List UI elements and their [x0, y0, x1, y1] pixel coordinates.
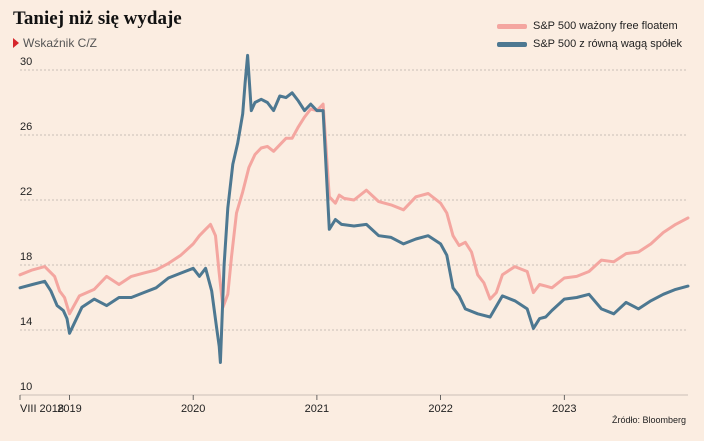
legend-label-cap-weighted: S&P 500 ważony free floatem — [533, 20, 678, 32]
legend-label-equal-weighted: S&P 500 z równą wagą spółek — [533, 38, 682, 50]
y-tick-label-30: 30 — [20, 56, 32, 68]
x-tick-label: 2022 — [428, 403, 452, 415]
series-line-equal-weighted — [18, 53, 690, 364]
chart-subtitle: Wskaźnik C/Z — [13, 36, 97, 50]
x-tick-label: 2020 — [181, 403, 205, 415]
source-note: Źródło: Bloomberg — [611, 415, 686, 425]
legend-swatch-equal-weighted — [497, 41, 527, 47]
legend: S&P 500 ważony free floatem S&P 500 z ró… — [497, 20, 682, 56]
y-tick-label-18: 18 — [20, 251, 32, 263]
chart-title: Taniej niż się wydaje — [13, 8, 182, 29]
legend-swatch-cap-weighted — [497, 23, 527, 29]
x-tick-label: 2023 — [552, 403, 576, 415]
y-tick-label-26: 26 — [20, 121, 32, 133]
x-tick-label: VIII 2018 — [20, 403, 64, 415]
y-tick-label-22: 22 — [20, 186, 32, 198]
y-tick-label-10: 10 — [20, 381, 32, 393]
legend-item-cap-weighted: S&P 500 ważony free floatem — [497, 20, 682, 32]
legend-item-equal-weighted: S&P 500 z równą wagą spółek — [497, 38, 682, 50]
red-triangle-icon — [13, 38, 19, 48]
y-tick-label-14: 14 — [20, 316, 32, 328]
x-tick-label: 2019 — [57, 403, 81, 415]
x-tick-label: 2021 — [305, 403, 329, 415]
subtitle-text: Wskaźnik C/Z — [23, 36, 98, 50]
series-line-cap-weighted — [18, 102, 690, 316]
